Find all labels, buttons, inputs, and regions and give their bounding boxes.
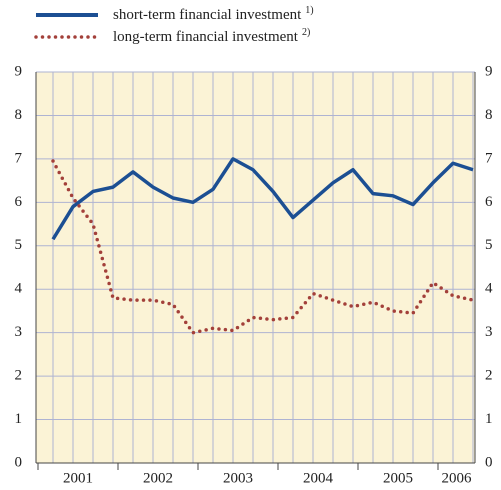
series-line — [51, 159, 475, 335]
y-tick-label: 9 — [15, 63, 23, 79]
legend-label: long-term financial investment 2) — [113, 27, 310, 45]
y2-tick-label: 3 — [485, 324, 493, 340]
plot-background — [36, 72, 475, 463]
y-tick-label: 5 — [15, 237, 23, 253]
x-tick-label: 2006 — [442, 470, 473, 486]
series-line — [51, 157, 474, 241]
legend-label: short-term financial investment 1) — [113, 5, 314, 23]
x-tick-label: 2003 — [223, 470, 253, 486]
y-tick-label: 6 — [15, 194, 23, 210]
y-tick-label: 1 — [15, 411, 23, 427]
y-tick-label: 3 — [15, 324, 23, 340]
x-tick-label: 2005 — [383, 470, 413, 486]
y-tick-label: 8 — [15, 107, 23, 123]
x-tick-label: 2001 — [63, 470, 93, 486]
y-tick-label: 0 — [15, 454, 23, 470]
y2-tick-label: 9 — [485, 63, 493, 79]
y-tick-label: 7 — [15, 150, 23, 166]
y2-tick-label: 4 — [485, 281, 493, 297]
y2-tick-label: 7 — [485, 150, 493, 166]
legend-name: long-term financial investment — [113, 29, 299, 45]
legend-note: 1) — [305, 5, 313, 16]
y2-tick-label: 6 — [485, 194, 493, 210]
y2-tick-label: 8 — [485, 107, 493, 123]
y2-tick-label: 5 — [485, 237, 493, 253]
y-tick-label: 2 — [15, 368, 23, 384]
x-tick-label: 2002 — [143, 470, 173, 486]
y2-tick-label: 0 — [485, 454, 493, 470]
y2-tick-label: 1 — [485, 411, 493, 427]
x-tick-label: 2004 — [303, 470, 334, 486]
legend-name: short-term financial investment — [113, 7, 302, 23]
y2-tick-label: 2 — [485, 368, 493, 384]
y-tick-label: 4 — [15, 281, 23, 297]
legend-note: 2) — [302, 27, 310, 38]
